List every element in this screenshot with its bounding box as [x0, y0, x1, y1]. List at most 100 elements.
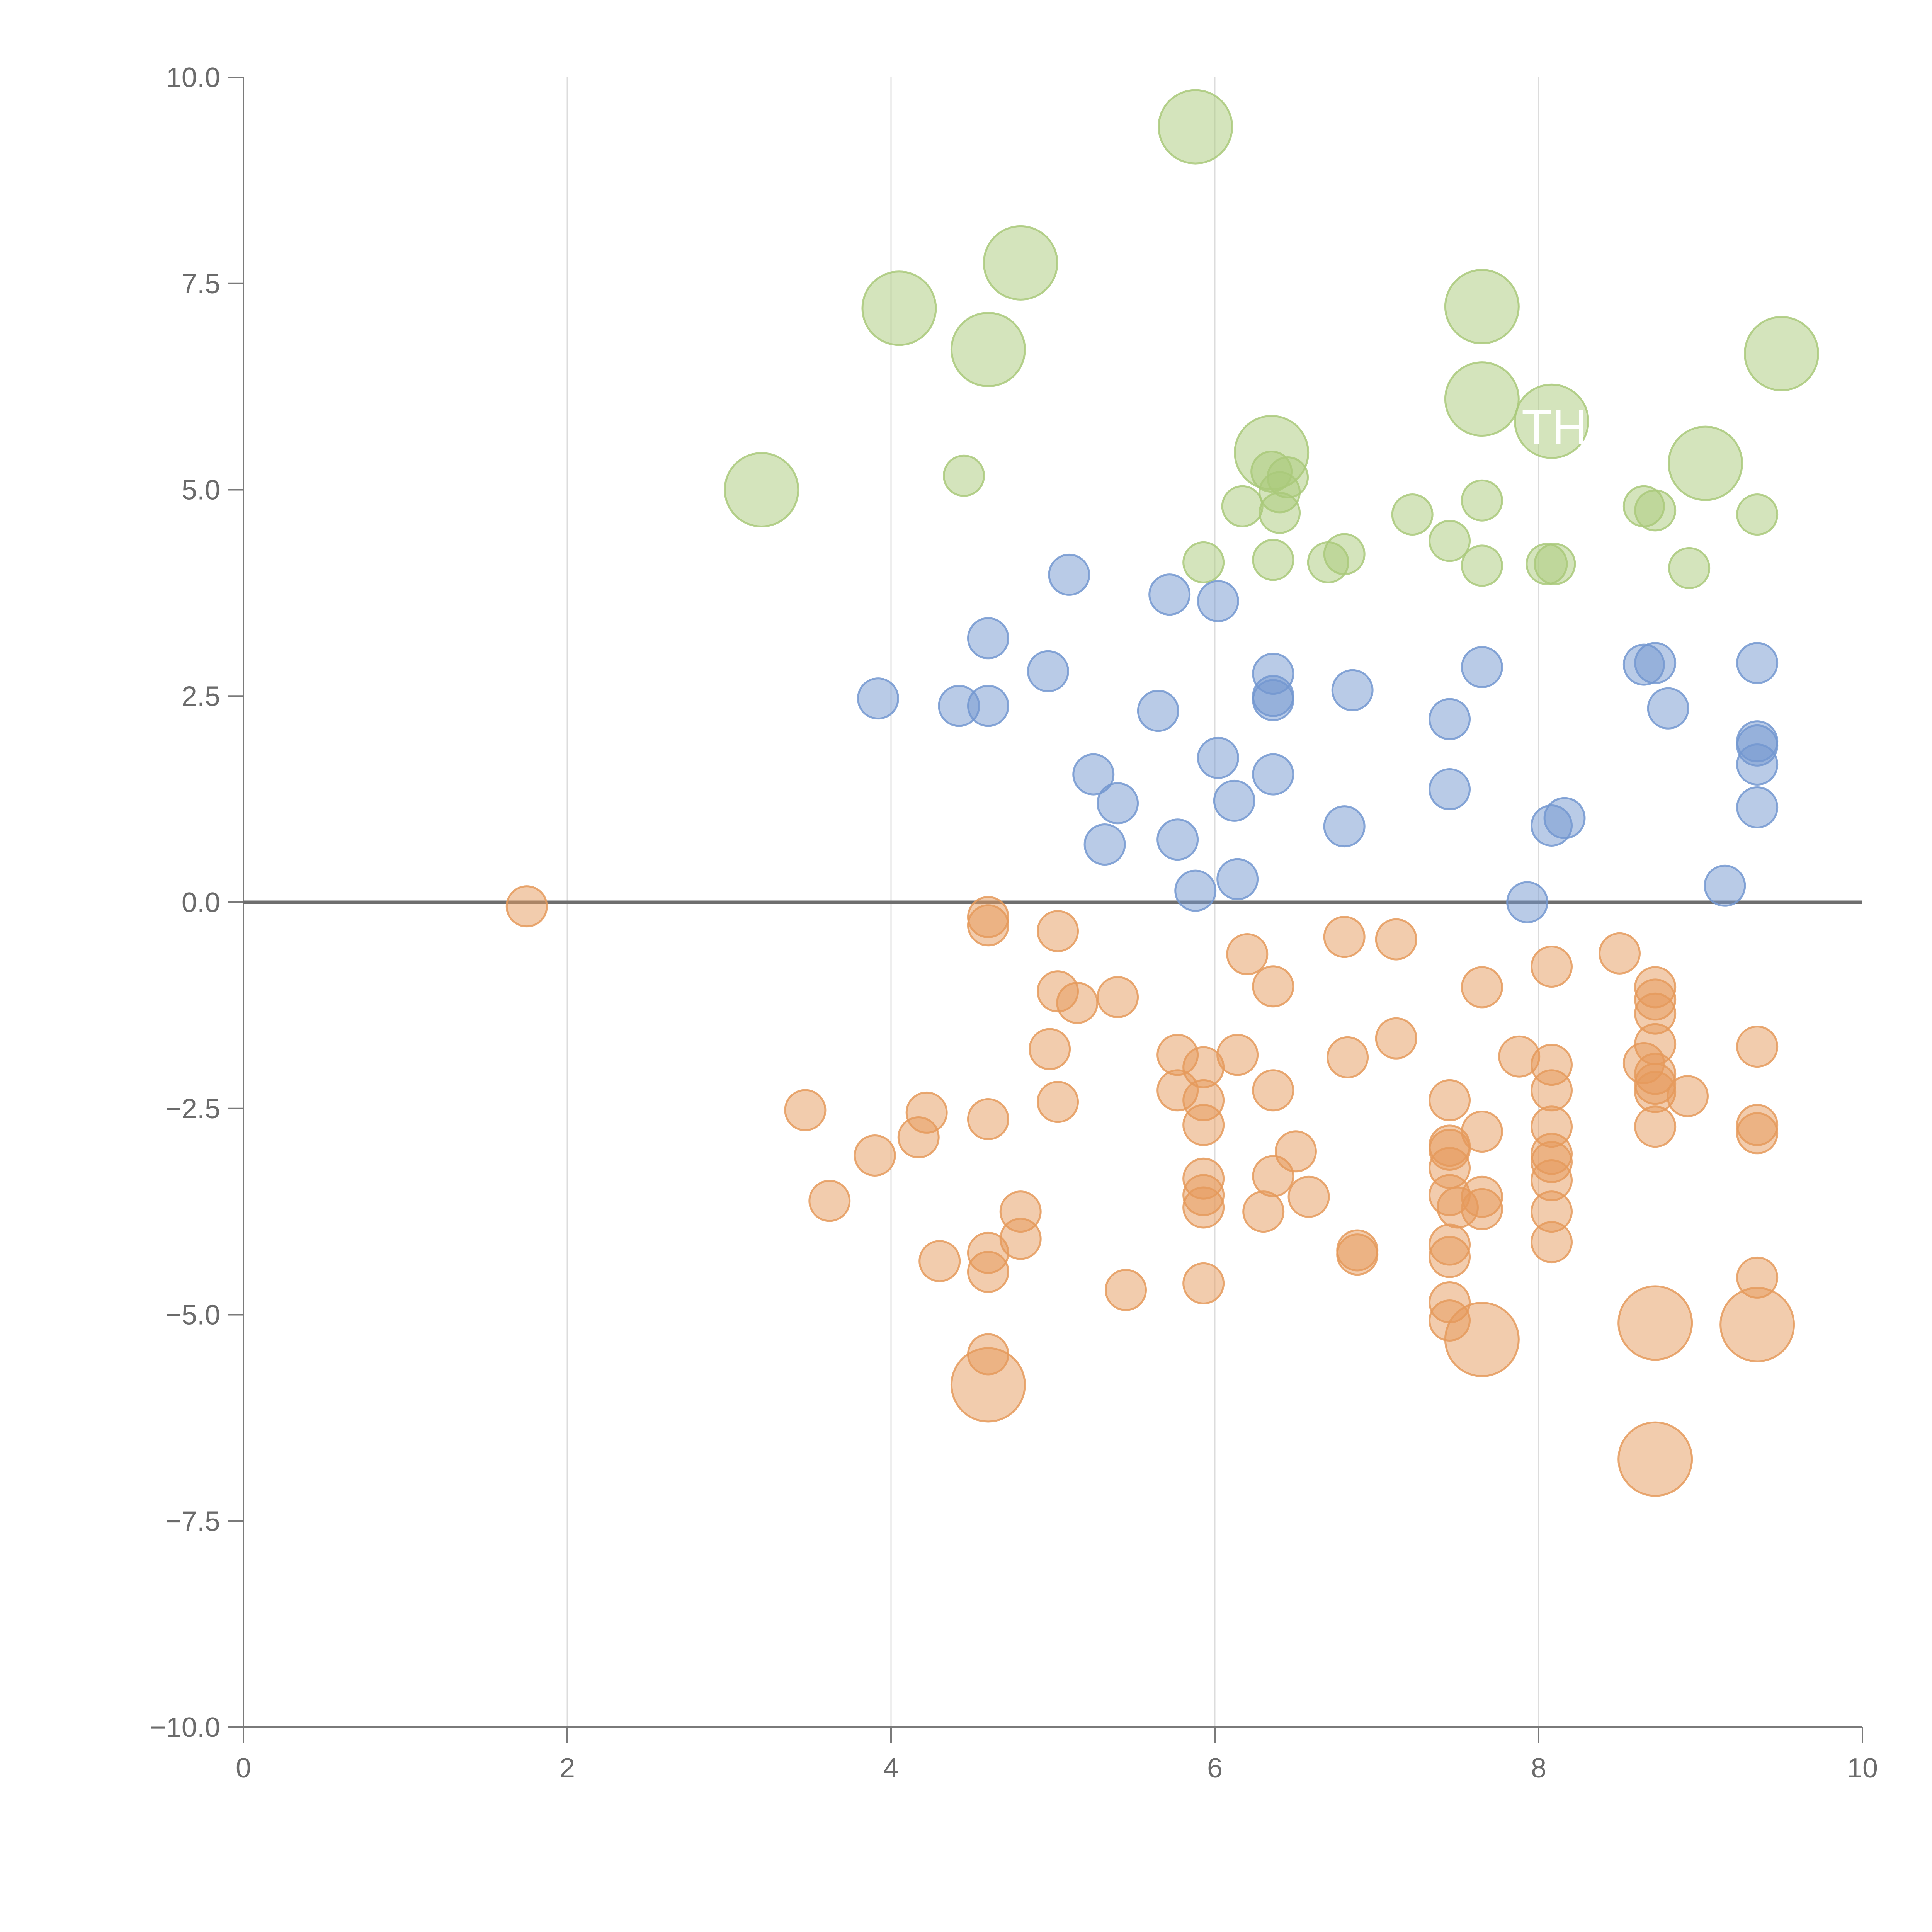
data-point	[1647, 687, 1689, 730]
x-tick-label: 4	[883, 1753, 899, 1784]
data-point	[1216, 1034, 1259, 1076]
data-point	[1037, 910, 1079, 952]
data-point	[950, 1347, 1026, 1423]
data-point	[1213, 779, 1255, 822]
x-tick-label: 8	[1531, 1753, 1546, 1784]
data-point	[1668, 425, 1743, 501]
data-point	[1027, 650, 1069, 692]
data-point	[1275, 1130, 1317, 1173]
data-point	[967, 617, 1009, 660]
data-point	[1331, 669, 1374, 711]
axes: −10.0 −7.5 −5.0 −2.5 0.0 2.5 5.0 7.5 10.0 0 2 4 6 8 10	[150, 62, 1878, 1784]
data-point	[1617, 1285, 1693, 1361]
data-point	[1158, 89, 1233, 165]
data-point	[1444, 269, 1520, 345]
data-point	[950, 312, 1026, 388]
annotation-label: THA	[1522, 400, 1621, 455]
data-point	[1048, 553, 1090, 596]
data-point	[1029, 1028, 1071, 1070]
data-point	[1056, 981, 1099, 1024]
data-point	[1375, 1017, 1417, 1060]
data-point	[1736, 743, 1779, 786]
data-point	[967, 1098, 1009, 1141]
data-point	[505, 885, 548, 928]
data-point	[1429, 1236, 1471, 1278]
x-tick-label: 6	[1207, 1753, 1223, 1784]
data-point	[1242, 1190, 1285, 1233]
y-tick-label: −10.0	[150, 1712, 220, 1743]
y-tick-label: −2.5	[165, 1094, 220, 1124]
data-point	[1182, 541, 1225, 583]
data-point	[1634, 1105, 1677, 1148]
data-point	[967, 1250, 1009, 1293]
data-point	[724, 452, 799, 527]
data-point	[1461, 966, 1503, 1009]
data-point	[1097, 976, 1139, 1019]
data-point	[1182, 1104, 1225, 1146]
data-point	[784, 1089, 827, 1131]
data-point	[1174, 869, 1217, 912]
data-point	[1391, 493, 1434, 536]
data-point	[1461, 544, 1503, 587]
data-point	[1634, 489, 1677, 532]
data-point	[1197, 580, 1239, 622]
data-point	[854, 1134, 896, 1177]
y-tick-label: 10.0	[166, 62, 220, 93]
data-point	[1429, 1079, 1471, 1121]
data-point	[1744, 316, 1819, 391]
data-point	[1461, 1188, 1503, 1230]
data-point	[1216, 858, 1259, 900]
data-point	[1072, 753, 1115, 796]
data-point	[1634, 642, 1677, 684]
data-point	[1323, 805, 1366, 848]
data-point	[1323, 916, 1366, 958]
data-point	[1666, 1075, 1709, 1117]
data-point	[1668, 547, 1711, 589]
data-point	[1327, 1036, 1369, 1078]
data-point	[1534, 543, 1576, 585]
data-point	[1543, 797, 1586, 839]
data-point	[1037, 1081, 1079, 1123]
y-tick-label: −7.5	[165, 1506, 220, 1537]
data-point	[1617, 1421, 1693, 1497]
data-point	[1599, 932, 1641, 975]
y-tick-label: −5.0	[165, 1300, 220, 1331]
data-point	[1736, 1026, 1779, 1068]
data-point	[1182, 1262, 1225, 1304]
data-point	[1531, 1221, 1573, 1264]
y-tick-label: 7.5	[182, 269, 220, 299]
data-point	[1704, 864, 1746, 907]
data-point	[1252, 539, 1294, 581]
data-point	[1182, 1186, 1225, 1229]
data-point	[1429, 768, 1471, 811]
data-point	[1736, 1112, 1779, 1155]
data-point	[1259, 492, 1301, 534]
data-point	[1221, 485, 1264, 527]
data-point	[1336, 1233, 1379, 1276]
data-point	[1105, 1269, 1147, 1311]
data-point	[1252, 753, 1294, 796]
data-point	[1736, 493, 1779, 536]
data-point	[967, 904, 1009, 947]
data-point	[1429, 520, 1471, 562]
data-point	[1461, 646, 1503, 689]
data-point	[1719, 1287, 1795, 1362]
data-point	[808, 1180, 851, 1222]
x-tick-label: 10	[1847, 1753, 1878, 1784]
data-point	[1097, 782, 1139, 825]
data-point	[1287, 1175, 1330, 1218]
y-tick-label: 0.0	[182, 887, 220, 918]
x-tick-label: 0	[236, 1753, 251, 1784]
data-point	[1736, 786, 1779, 828]
data-point	[1375, 918, 1417, 961]
data-point	[857, 677, 899, 720]
data-point	[1444, 1302, 1520, 1378]
data-point	[1252, 1069, 1294, 1112]
data-point	[1736, 642, 1779, 684]
data-point	[1083, 823, 1126, 866]
y-tick-label: 2.5	[182, 681, 220, 712]
data-point	[1226, 933, 1269, 976]
annotations: THA	[1522, 400, 1621, 455]
x-tick-label: 2	[560, 1753, 575, 1784]
